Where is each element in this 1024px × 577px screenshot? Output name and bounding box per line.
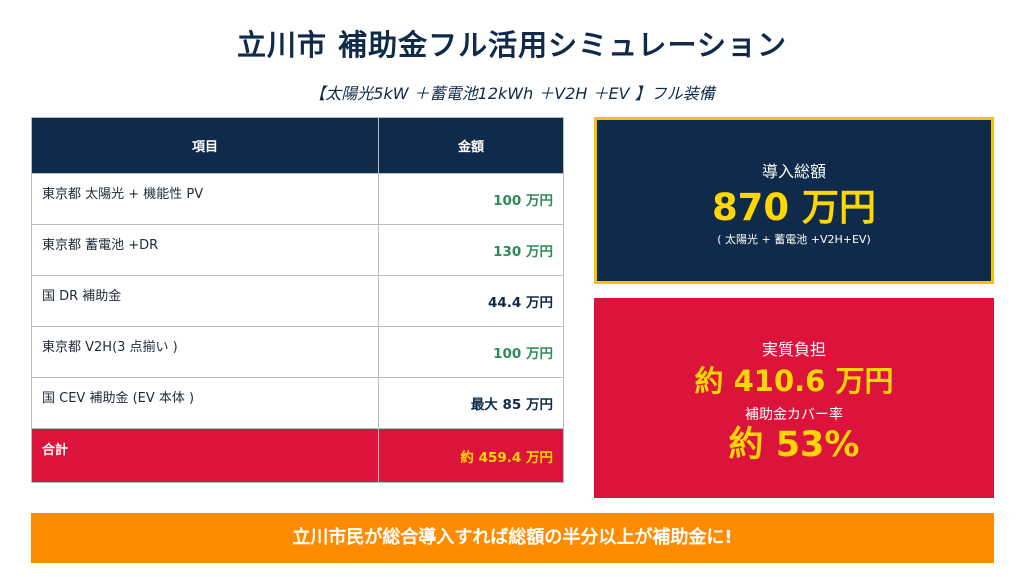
total-cost-note: ( 太陽光 + 蓄電池 +V2H+EV) — [717, 233, 871, 246]
row-item-label: 東京都 太陽光 + 機能性 PV — [31, 173, 379, 225]
table-row: 国 DR 補助金 44.4 万円 — [31, 275, 564, 327]
total-cost-label: 導入総額 — [761, 162, 826, 181]
table-row: 東京都 蓄電池 +DR 130 万円 — [31, 224, 564, 276]
column-header-item: 項目 — [31, 117, 379, 174]
row-amount: 44.4 万円 — [378, 275, 564, 327]
row-item-label: 東京都 V2H(3 点揃い ) — [31, 326, 379, 378]
row-amount: 100 万円 — [378, 326, 564, 378]
total-cost-card: 導入総額 870 万円 ( 太陽光 + 蓄電池 +V2H+EV) — [594, 117, 994, 284]
page-subtitle: 【太陽光5kW ＋蓄電池12kWh ＋V2H ＋EV 】フル装備 — [309, 84, 715, 103]
total-label: 合計 — [31, 428, 379, 483]
total-row: 合計 約 459.4 万円 — [31, 428, 564, 483]
total-amount: 約 459.4 万円 — [378, 428, 564, 483]
page-title: 立川市 補助金フル活用シミュレーション — [237, 28, 787, 62]
summary-banner: 立川市民が総合導入すれば総額の半分以上が補助金に! — [31, 513, 994, 563]
row-amount: 最大 85 万円 — [378, 377, 564, 429]
row-item-label: 国 DR 補助金 — [31, 275, 379, 327]
net-burden-value: 約 410.6 万円 — [694, 364, 894, 398]
row-amount: 100 万円 — [378, 173, 564, 225]
table-header-row: 項目 金額 — [31, 117, 564, 174]
table-row: 東京都 V2H(3 点揃い ) 100 万円 — [31, 326, 564, 378]
column-header-amount: 金額 — [378, 117, 564, 174]
row-item-label: 国 CEV 補助金 (EV 本体 ) — [31, 377, 379, 429]
coverage-label: 補助金カバー率 — [745, 407, 843, 423]
total-cost-value: 870 万円 — [711, 186, 877, 229]
table-row: 国 CEV 補助金 (EV 本体 ) 最大 85 万円 — [31, 377, 564, 429]
net-burden-card: 実質負担 約 410.6 万円 補助金カバー率 約 53% — [594, 298, 994, 498]
row-amount: 130 万円 — [378, 224, 564, 276]
net-burden-label: 実質負担 — [761, 340, 826, 359]
row-item-label: 東京都 蓄電池 +DR — [31, 224, 379, 276]
subsidy-table: 項目 金額 東京都 太陽光 + 機能性 PV 100 万円 東京都 蓄電池 +D… — [31, 117, 564, 483]
table-row: 東京都 太陽光 + 機能性 PV 100 万円 — [31, 173, 564, 225]
coverage-value: 約 53% — [728, 425, 860, 465]
